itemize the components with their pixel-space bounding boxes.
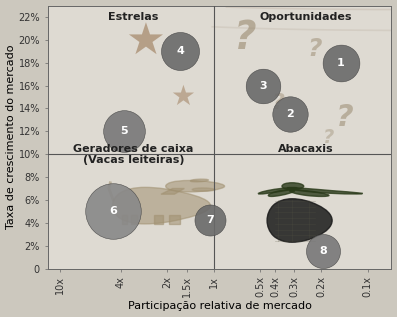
- Text: 4: 4: [176, 46, 184, 56]
- Text: 6: 6: [109, 206, 117, 216]
- Text: 1: 1: [337, 58, 344, 68]
- Polygon shape: [154, 215, 162, 224]
- Point: [110, 209, 116, 214]
- Point: [260, 83, 266, 88]
- Text: 2: 2: [286, 109, 294, 119]
- Point: [337, 60, 344, 65]
- Y-axis label: Taxa de crescimento do mercado: Taxa de crescimento do mercado: [6, 45, 15, 229]
- Text: ?: ?: [272, 93, 285, 113]
- Point: [207, 218, 214, 223]
- Text: Geradores de caixa
(Vacas leiteiras): Geradores de caixa (Vacas leiteiras): [73, 144, 194, 165]
- Ellipse shape: [112, 187, 210, 224]
- Text: ?: ?: [308, 37, 322, 61]
- Ellipse shape: [166, 180, 225, 192]
- Text: 7: 7: [206, 216, 214, 225]
- X-axis label: Participação relativa de mercado: Participação relativa de mercado: [127, 301, 312, 311]
- Text: ?: ?: [336, 103, 354, 132]
- Ellipse shape: [258, 188, 297, 194]
- Polygon shape: [131, 215, 137, 224]
- Ellipse shape: [190, 179, 208, 182]
- Point: [320, 249, 326, 254]
- Polygon shape: [122, 215, 127, 224]
- Ellipse shape: [287, 188, 363, 194]
- Text: 8: 8: [319, 246, 327, 256]
- Text: 3: 3: [259, 81, 266, 91]
- Ellipse shape: [282, 183, 304, 190]
- Text: Oportunidades: Oportunidades: [259, 12, 352, 22]
- Text: 5: 5: [121, 126, 128, 136]
- Point: [177, 49, 183, 54]
- Polygon shape: [169, 215, 180, 224]
- Ellipse shape: [192, 188, 215, 191]
- Text: Estrelas: Estrelas: [108, 12, 159, 22]
- Ellipse shape: [289, 190, 329, 197]
- Text: ★: ★: [170, 83, 195, 111]
- Text: ?: ?: [234, 19, 257, 56]
- Text: ★: ★: [125, 21, 165, 64]
- Text: ?: ?: [323, 127, 334, 146]
- Point: [121, 129, 127, 134]
- Point: [287, 112, 293, 117]
- Ellipse shape: [267, 199, 332, 242]
- Ellipse shape: [268, 190, 295, 197]
- Text: Abacaxis: Abacaxis: [278, 144, 333, 154]
- Polygon shape: [161, 189, 184, 194]
